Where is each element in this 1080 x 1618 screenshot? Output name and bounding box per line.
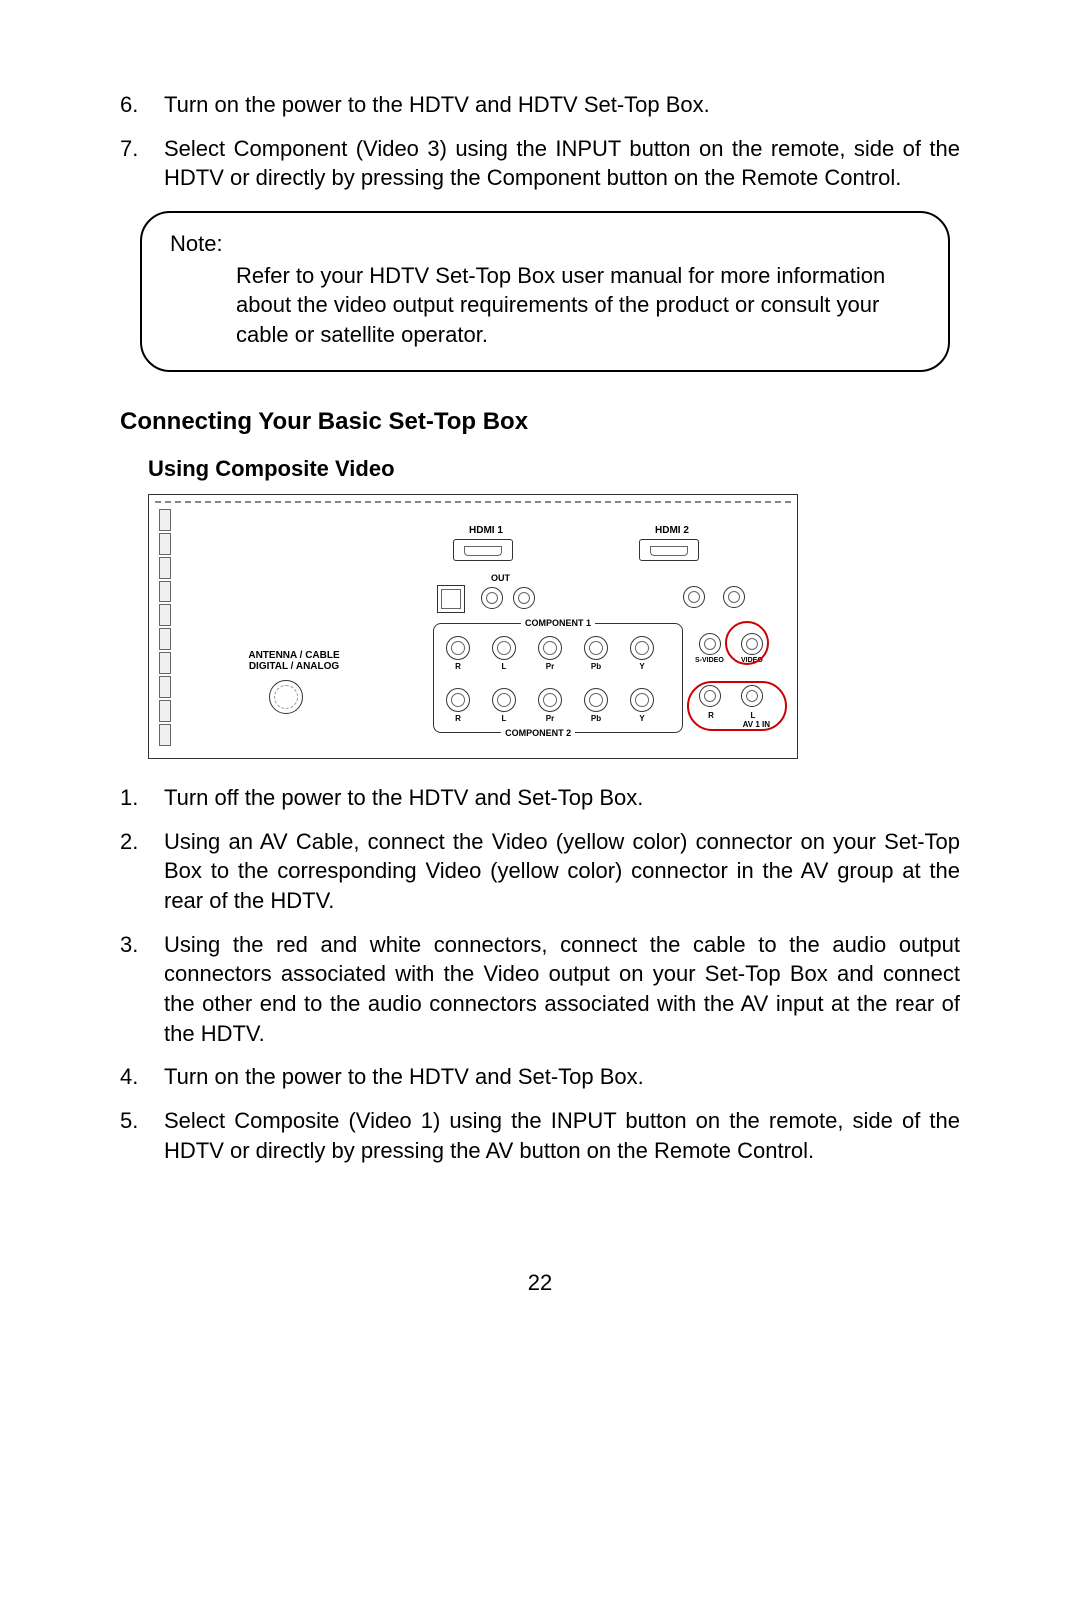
vent-ridges <box>159 509 171 748</box>
component-row-1: R L Pr Pb Y <box>440 632 676 678</box>
svideo-port <box>683 586 705 608</box>
audio-out-l <box>481 587 503 609</box>
highlight-oval-icon <box>687 681 787 731</box>
highlight-circle-icon <box>725 621 769 665</box>
list-item: 4. Turn on the power to the HDTV and Set… <box>120 1062 960 1092</box>
manual-page: 6. Turn on the power to the HDTV and HDT… <box>0 0 1080 1165</box>
step-text: Turn on the power to the HDTV and Set-To… <box>164 1062 960 1092</box>
hdmi2-label: HDMI 2 <box>655 525 689 536</box>
svideo-in <box>699 633 721 655</box>
svideo-label: S-VIDEO <box>695 657 724 664</box>
note-label: Note: <box>170 229 920 259</box>
hdmi1-port <box>453 539 513 561</box>
note-callout: Note: Refer to your HDTV Set-Top Box use… <box>140 211 950 372</box>
svideo-group <box>675 580 765 614</box>
section-heading: Connecting Your Basic Set-Top Box <box>120 408 960 436</box>
step-text: Using an AV Cable, connect the Video (ye… <box>164 827 960 916</box>
connector-diagram: ANTENNA / CABLE DIGITAL / ANALOG HDMI 1 … <box>148 494 960 759</box>
step-text: Select Composite (Video 1) using the INP… <box>164 1106 960 1165</box>
top-steps-list: 6. Turn on the power to the HDTV and HDT… <box>120 90 960 193</box>
step-number: 5. <box>120 1106 164 1165</box>
step-number: 6. <box>120 90 164 120</box>
step-text: Turn off the power to the HDTV and Set-T… <box>164 783 960 813</box>
step-number: 1. <box>120 783 164 813</box>
component-row-2: R L Pr Pb Y <box>440 684 676 730</box>
step-number: 7. <box>120 134 164 193</box>
page-number: 22 <box>0 1270 1080 1296</box>
step-text: Select Component (Video 3) using the INP… <box>164 134 960 193</box>
port-zone: HDMI 1 HDMI 2 OUT COMPONENT 1 COMPONENT … <box>433 525 783 744</box>
optical-port <box>437 585 465 613</box>
hdmi2-port <box>639 539 699 561</box>
step-text: Turn on the power to the HDTV and HDTV S… <box>164 90 960 120</box>
list-item: 5. Select Composite (Video 1) using the … <box>120 1106 960 1165</box>
step-number: 3. <box>120 930 164 1049</box>
video-port <box>723 586 745 608</box>
note-body: Refer to your HDTV Set-Top Box user manu… <box>170 261 920 350</box>
step-text: Using the red and white connectors, conn… <box>164 930 960 1049</box>
antenna-label: ANTENNA / CABLE DIGITAL / ANALOG <box>239 650 349 672</box>
step-number: 2. <box>120 827 164 916</box>
body-steps-list: 1. Turn off the power to the HDTV and Se… <box>120 783 960 1166</box>
list-item: 7. Select Component (Video 3) using the … <box>120 134 960 193</box>
step-number: 4. <box>120 1062 164 1092</box>
component1-label: COMPONENT 1 <box>521 618 595 628</box>
audio-out-r <box>513 587 535 609</box>
diagram-frame: ANTENNA / CABLE DIGITAL / ANALOG HDMI 1 … <box>148 494 798 759</box>
list-item: 6. Turn on the power to the HDTV and HDT… <box>120 90 960 120</box>
list-item: 2. Using an AV Cable, connect the Video … <box>120 827 960 916</box>
list-item: 1. Turn off the power to the HDTV and Se… <box>120 783 960 813</box>
out-label: OUT <box>491 573 510 583</box>
component-group: COMPONENT 1 COMPONENT 2 R L Pr Pb Y <box>433 623 683 733</box>
sub-heading: Using Composite Video <box>148 456 960 482</box>
hdmi1-label: HDMI 1 <box>469 525 503 536</box>
list-item: 3. Using the red and white connectors, c… <box>120 930 960 1049</box>
antenna-port <box>269 680 303 714</box>
